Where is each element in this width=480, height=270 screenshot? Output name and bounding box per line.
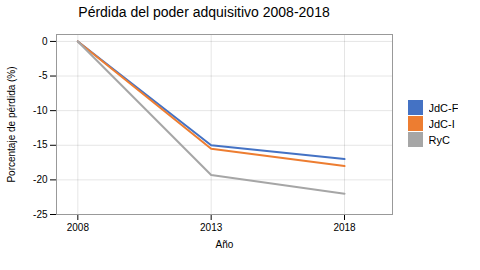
html-text:RyC: RyC <box>428 133 450 146</box>
html-text:JdC-I: JdC-I <box>428 117 455 130</box>
svg-text:2018: 2018 <box>333 222 356 233</box>
svg-text:-10: -10 <box>33 105 48 116</box>
svg-text:2013: 2013 <box>200 222 223 233</box>
html-text:JdC-F: JdC-F <box>428 101 459 114</box>
svg-text:Año: Año <box>216 239 234 250</box>
svg-text:2008: 2008 <box>67 222 90 233</box>
svg-text:-5: -5 <box>39 70 48 81</box>
svg-text:0: 0 <box>42 36 48 47</box>
svg-text:-15: -15 <box>33 139 48 150</box>
svg-text:-20: -20 <box>33 174 48 185</box>
svg-text:-25: -25 <box>33 209 48 220</box>
html-text:Pérdida del poder adquisitivo: Pérdida del poder adquisitivo 2008-2018 <box>78 4 330 20</box>
svg-text:Porcentaje de pérdida (%): Porcentaje de pérdida (%) <box>6 66 17 182</box>
